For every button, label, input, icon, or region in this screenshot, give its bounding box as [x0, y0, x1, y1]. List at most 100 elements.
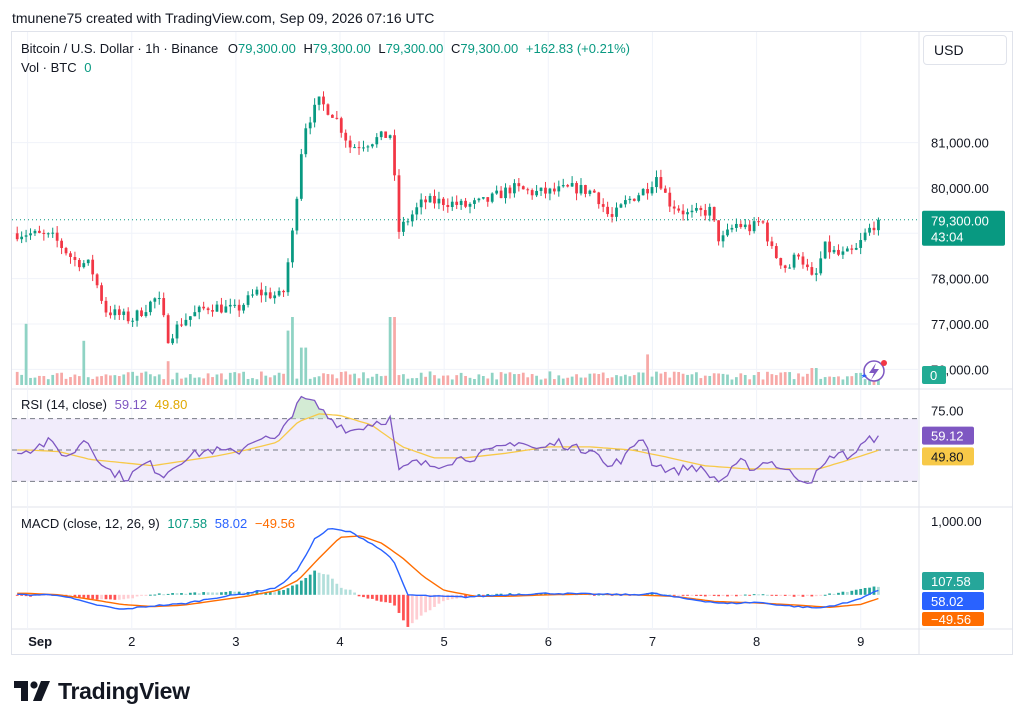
price-axis-tick: 81,000.00 [931, 136, 989, 151]
volume-bar [526, 377, 530, 385]
volume-bar [708, 375, 712, 385]
macd-histogram-bar [810, 594, 814, 597]
candle-body [446, 205, 450, 208]
macd-histogram-bar [854, 589, 858, 595]
candle-body [552, 188, 556, 192]
candle-body [672, 206, 676, 209]
candle-body [624, 200, 627, 205]
volume-bar [109, 375, 112, 385]
volume-bar [64, 378, 68, 385]
candle-body [344, 132, 348, 141]
time-axis-label: 7 [649, 634, 656, 649]
volume-bar [814, 368, 818, 385]
candle-body [29, 233, 32, 236]
candle-body [193, 312, 197, 317]
candle-body [433, 195, 436, 204]
volume-bar [419, 372, 423, 385]
volume-bar [397, 375, 401, 385]
candle-body [220, 304, 223, 313]
macd-histogram-bar [117, 594, 121, 600]
volume-bar [42, 376, 46, 385]
rsi-ma-badge-value: 49.80 [931, 449, 964, 464]
candle-body [348, 140, 352, 148]
volume-bar [242, 371, 245, 385]
volume-bar [370, 376, 374, 385]
sparkle-icon [861, 373, 867, 378]
macd-histogram-bar [499, 593, 503, 595]
rsi-legend-label[interactable]: RSI (14, close) [21, 397, 107, 412]
candle-body [215, 304, 219, 312]
macd-histogram-bar [544, 592, 547, 595]
volume-bar [104, 374, 108, 385]
volume-bar [690, 374, 694, 385]
macd-histogram-bar [721, 594, 725, 597]
volume-bar [29, 377, 32, 385]
candle-body [308, 122, 312, 129]
candle-body [557, 186, 561, 192]
volume-bar [468, 377, 472, 385]
candle-body [690, 210, 694, 213]
candle-body [410, 214, 414, 222]
candle-body [663, 188, 667, 193]
macd-histogram-bar [171, 593, 174, 595]
volume-bar [406, 378, 410, 385]
currency-button[interactable]: USD [923, 35, 1007, 65]
candle-body [370, 144, 374, 147]
volume-bar [433, 375, 436, 385]
macd-histogram-bar [20, 594, 24, 596]
macd-histogram-bar [282, 590, 285, 595]
volume-bar [95, 376, 99, 385]
candle-body [402, 221, 405, 232]
volume-bar [646, 354, 649, 385]
candle-body [619, 204, 623, 208]
candle-body [584, 185, 587, 194]
volume-bar [721, 373, 725, 385]
candle-body [579, 185, 583, 194]
candle-body [384, 131, 388, 138]
candle-body [868, 227, 871, 233]
candle-body [317, 96, 321, 105]
macd-histogram-bar [717, 594, 720, 597]
candle-body [592, 190, 596, 193]
macd-histogram-bar [42, 594, 46, 596]
volume-bar [495, 379, 499, 385]
macd-histogram-bar [291, 585, 294, 595]
volume-bar [131, 371, 135, 385]
volume-bar [859, 372, 863, 385]
candle-body [353, 147, 356, 149]
price-legend: Bitcoin / U.S. Dollar · 1h · Binance O79… [21, 41, 630, 56]
candle-body [206, 308, 210, 311]
volume-bar [188, 374, 192, 385]
candle-body [859, 240, 863, 248]
macd-histogram-bar [335, 583, 339, 595]
candle-body [304, 128, 308, 155]
candle-body [837, 249, 840, 255]
tradingview-logo[interactable]: TradingView [14, 676, 190, 706]
volume-bar [499, 372, 503, 385]
macd-histogram-bar [681, 594, 685, 596]
candle-body [637, 195, 641, 201]
macd-legend-label[interactable]: MACD (close, 12, 26, 9) [21, 516, 160, 531]
volume-bar [259, 371, 263, 385]
macd-histogram-bar [313, 570, 317, 595]
macd-histogram-bar [91, 594, 95, 599]
volume-bar [845, 376, 849, 385]
volume-legend-label[interactable]: Vol · BTC [21, 60, 77, 75]
candle-body [415, 207, 419, 215]
volume-bar [228, 372, 232, 385]
volume-bar [166, 361, 170, 385]
macd-line-badge [922, 592, 984, 610]
macd-histogram-bar [237, 591, 241, 595]
macd-histogram-bar [486, 593, 490, 595]
candle-body [322, 96, 325, 105]
candle-body [60, 240, 63, 248]
macd-histogram-bar [193, 592, 197, 595]
symbol-title[interactable]: Bitcoin / U.S. Dollar · 1h · Binance [21, 41, 219, 56]
rsi-legend: RSI (14, close) 59.12 49.80 [21, 397, 187, 412]
volume-bar [819, 378, 823, 385]
macd-histogram-bar [752, 594, 756, 596]
macd-histogram-bar [686, 594, 689, 596]
macd-histogram-bar [837, 592, 840, 595]
candle-body [393, 135, 396, 176]
